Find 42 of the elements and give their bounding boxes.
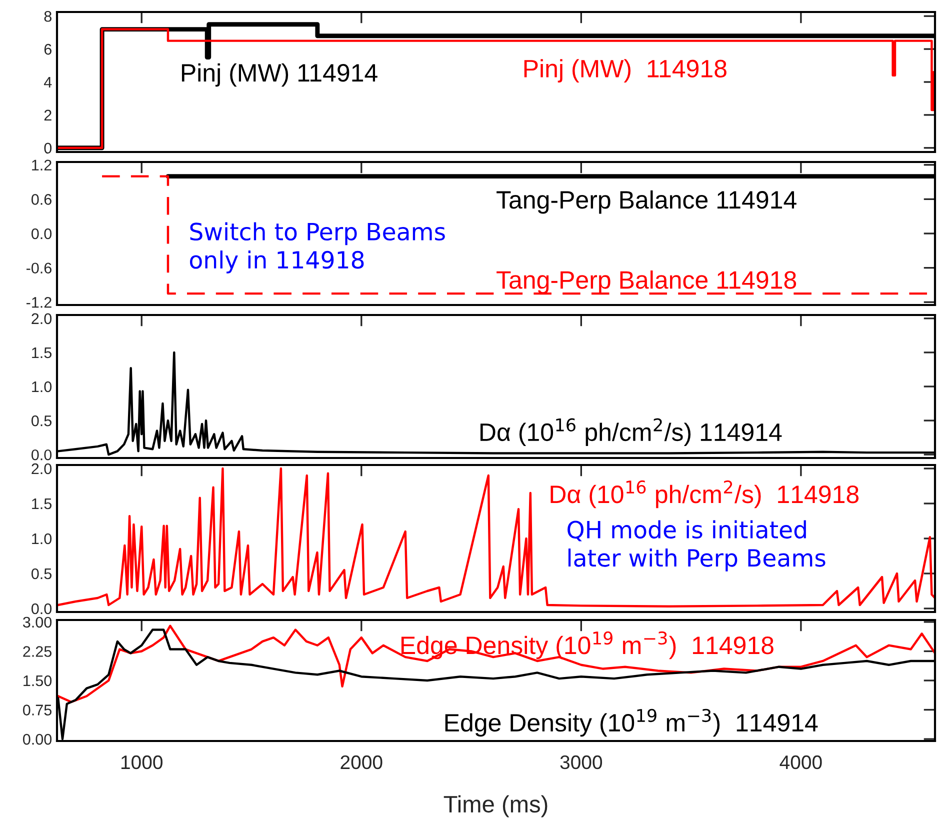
y-tick-label: 2.0: [32, 463, 52, 474]
y-tick-label: 0.6: [32, 194, 52, 205]
series-label: Tang-Perp Balance 114914: [496, 190, 796, 214]
x-tick-label: 1000: [121, 755, 162, 770]
y-tick-label: 1.5: [32, 498, 52, 510]
series-label: Dα (10$^{16}$ ph/cm$^{2}$/s) 114918: [550, 480, 859, 508]
y-tick-label: -1.2: [26, 297, 52, 308]
series-label: Pinj (MW) 114918: [524, 59, 726, 82]
line-series: [57, 467, 935, 608]
series-label: Edge Density (10$^{19}$ m$^{−3}$) 114918: [401, 631, 774, 660]
y-tick-label: 0.0: [32, 449, 52, 460]
y-tick-label: 2.25: [23, 646, 52, 657]
y-tick-label: 1.0: [32, 381, 52, 392]
y-tick-label: 0.5: [32, 568, 52, 580]
y-tick-label: 0.0: [32, 228, 52, 240]
y-tick-label: 1.50: [24, 675, 52, 686]
annotation: QH mode is initiated later with Perp Beams: [568, 520, 826, 572]
annotation: Switch to Perp Beams only in 114918: [190, 222, 445, 274]
y-tick-label: 3.00: [22, 616, 52, 628]
x-tick-label: 2000: [340, 755, 382, 770]
y-tick-label: 6: [44, 44, 52, 55]
y-tick-label: 1.0: [32, 533, 52, 544]
y-tick-label: 1.2: [32, 160, 52, 170]
y-tick-label: 2.0: [32, 313, 52, 324]
y-tick-label: 1.5: [32, 347, 52, 358]
series-label: Edge Density (10$^{19}$ m$^{−3}$) 114914: [445, 708, 818, 737]
y-tick-label: 8: [44, 10, 52, 22]
series-label: Tang-Perp Balance 114918: [496, 270, 796, 294]
x-tick-label: 4000: [780, 755, 822, 770]
y-tick-label: 0.75: [23, 704, 52, 716]
y-tick-label: 0: [44, 142, 52, 154]
y-tick-label: 0.5: [32, 415, 52, 426]
series-label: Dα (10$^{16}$ ph/cm$^{2}$/s) 114914: [480, 418, 782, 446]
y-tick-label: 4: [44, 77, 52, 88]
x-tick-label: 3000: [560, 755, 602, 770]
y-tick-label: 2: [44, 110, 52, 120]
line-series: [57, 624, 935, 704]
y-tick-label: -0.6: [26, 262, 52, 274]
series-label: Pinj (MW) 114914: [182, 63, 378, 87]
y-tick-label: 0.00: [23, 734, 52, 745]
x-axis-title: Time (ms): [444, 795, 548, 818]
y-tick-label: 0.0: [32, 603, 52, 614]
